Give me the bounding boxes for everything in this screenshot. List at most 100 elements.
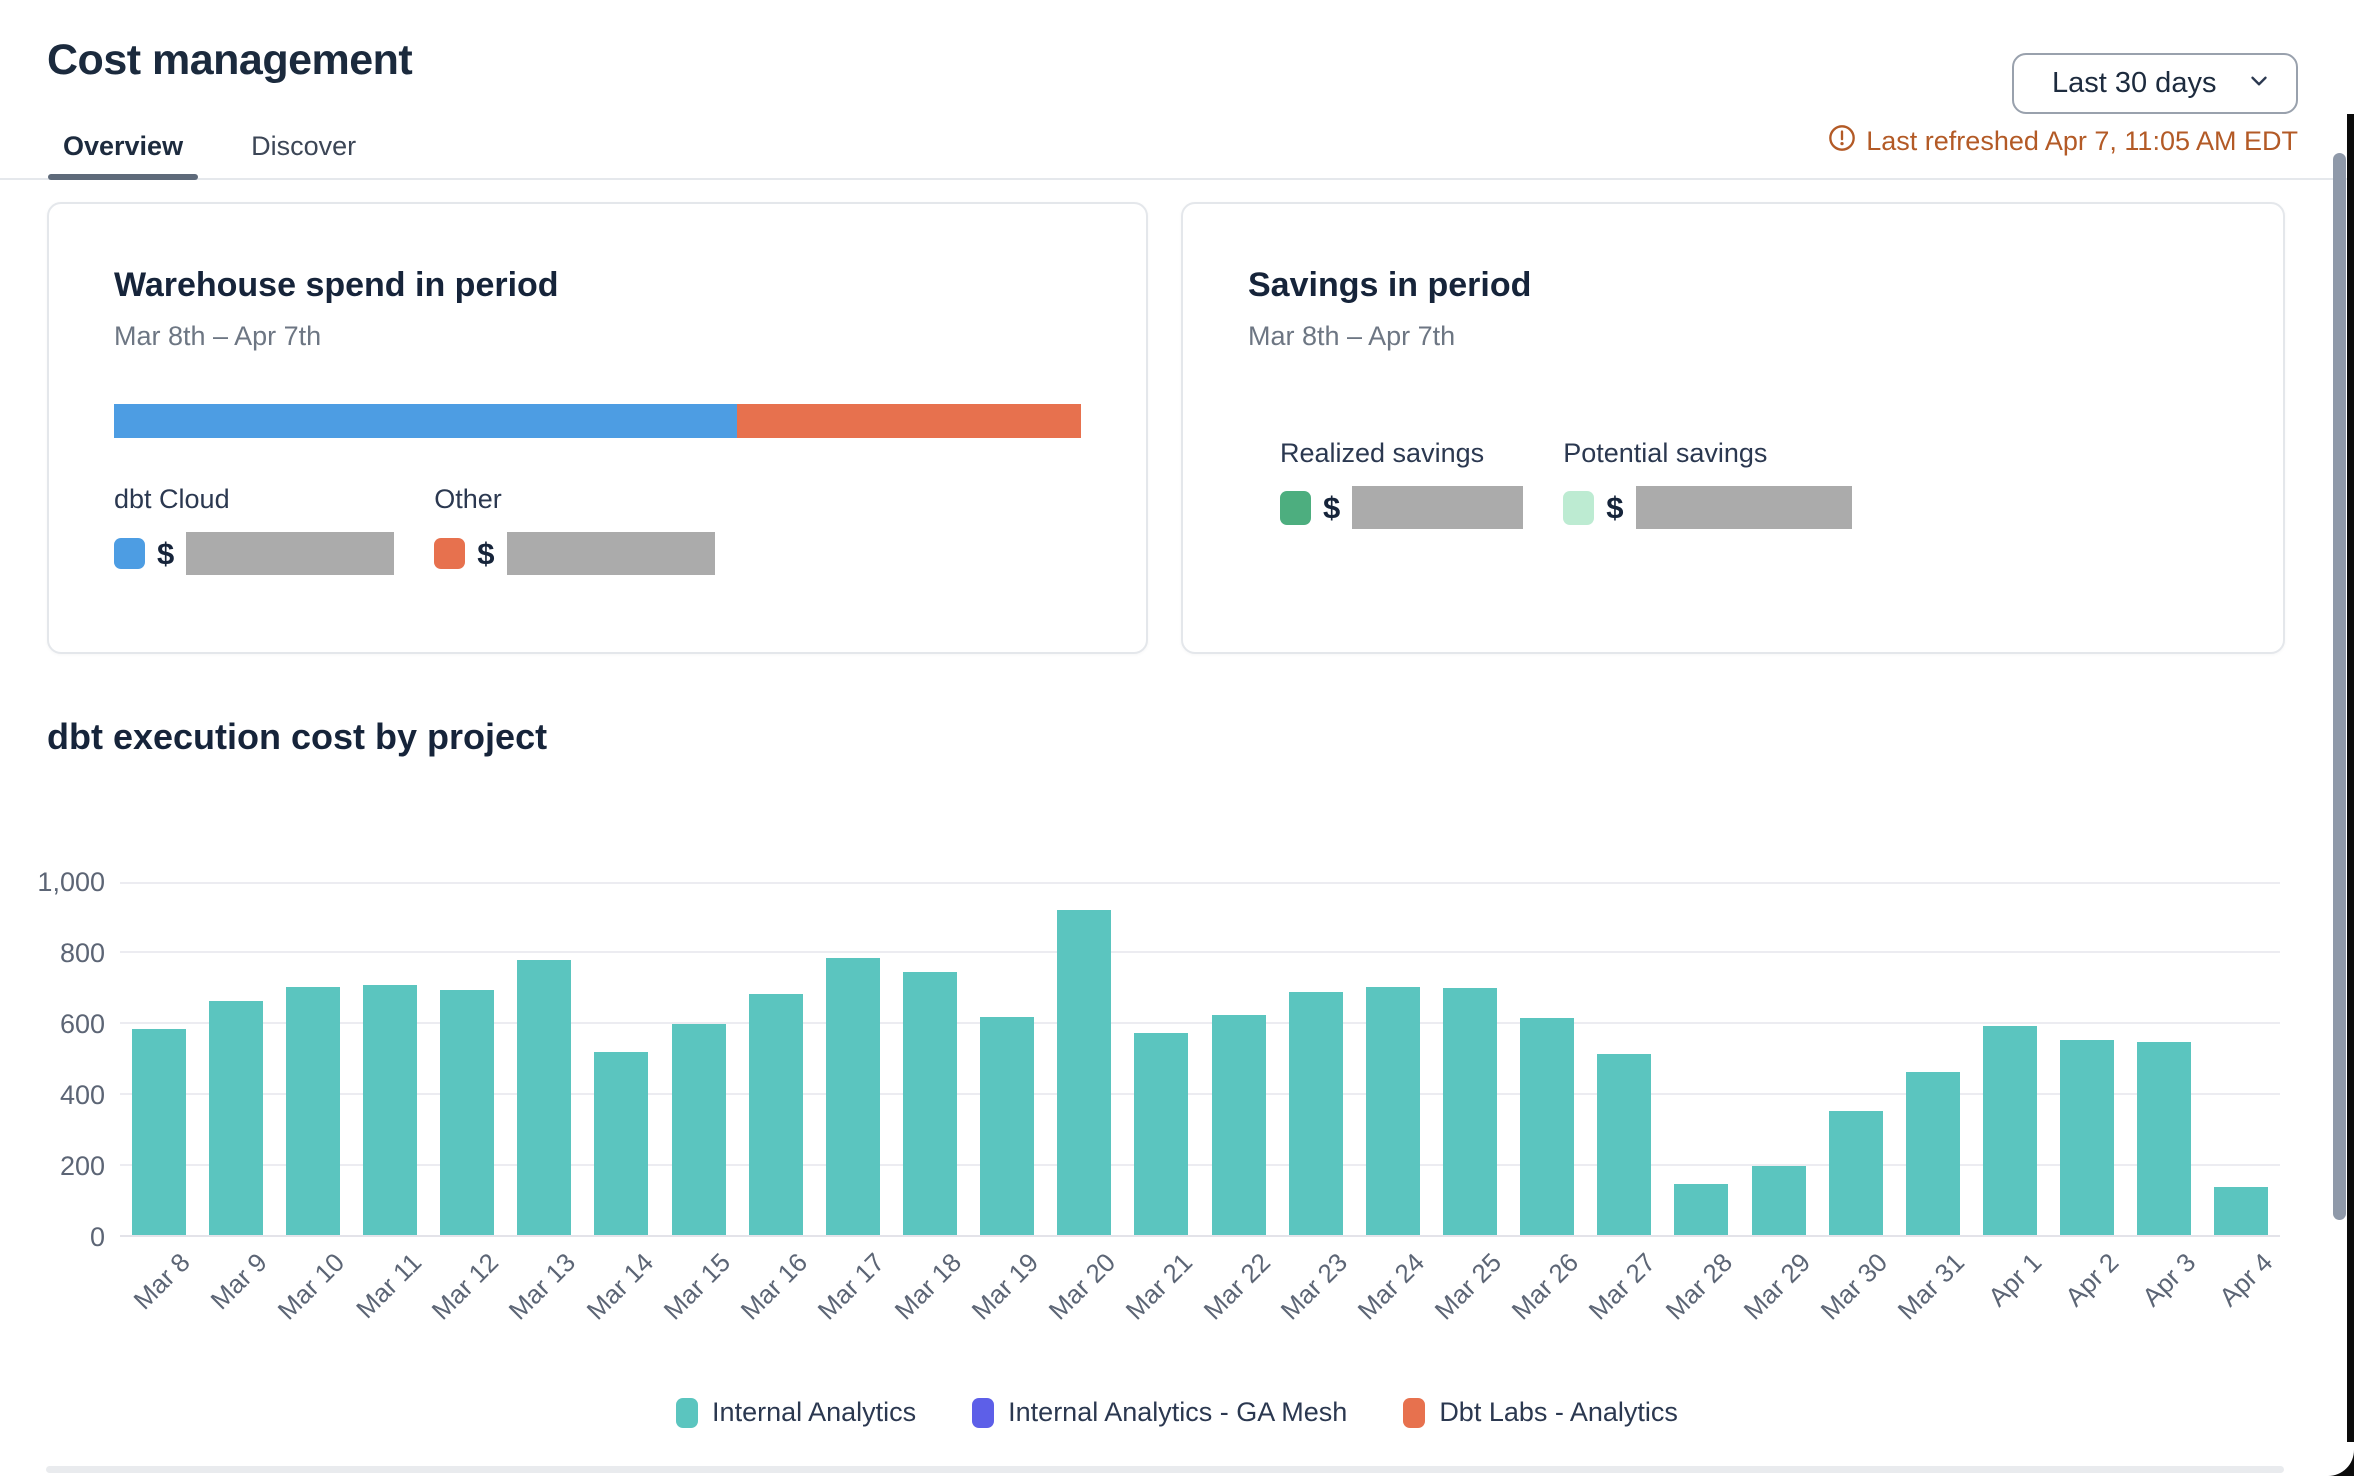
tab-discover[interactable]: Discover <box>251 131 357 161</box>
x-tick-label: Mar 31 <box>1891 1247 1971 1326</box>
bar-mar-27[interactable] <box>1597 1054 1652 1235</box>
chart-bar-slot: Mar 10 <box>272 882 351 1325</box>
bar-mar-8[interactable] <box>131 1029 186 1235</box>
bar-mar-26[interactable] <box>1520 1018 1575 1235</box>
spend-segment-dbt-cloud[interactable] <box>114 404 737 438</box>
page-header: Cost management Last 30 days Last refres… <box>0 0 2354 156</box>
x-tick-label: Mar 26 <box>1505 1247 1585 1326</box>
x-tick-label: Mar 24 <box>1351 1247 1431 1326</box>
legend-swatch <box>1403 1397 1426 1428</box>
chart-bar-slot: Mar 31 <box>1892 882 1971 1325</box>
chart-bar-slot: Mar 26 <box>1506 882 1586 1325</box>
savings-card: Savings in period Mar 8th – Apr 7th Real… <box>1181 202 2285 654</box>
x-tick-label: Mar 11 <box>350 1247 428 1325</box>
bar-apr-3[interactable] <box>2137 1042 2192 1235</box>
chart-bar-slot: Mar 12 <box>426 882 506 1325</box>
bar-mar-22[interactable] <box>1211 1015 1266 1235</box>
chart-bar-slot: Mar 17 <box>812 882 891 1325</box>
window-corner <box>2320 1442 2354 1476</box>
chart-bar-slot: Mar 29 <box>1737 882 1817 1325</box>
bar-mar-25[interactable] <box>1442 988 1497 1235</box>
spend-legend-other: Other $ <box>434 484 715 575</box>
card-title: Warehouse spend in period <box>114 266 559 304</box>
vertical-scrollbar-thumb[interactable] <box>2333 153 2346 1220</box>
bar-mar-31[interactable] <box>1905 1072 1960 1235</box>
bar-mar-30[interactable] <box>1828 1111 1883 1235</box>
currency-symbol: $ <box>477 535 495 571</box>
y-tick-label: 600 <box>59 1009 105 1039</box>
bar-apr-1[interactable] <box>1982 1026 2037 1235</box>
tab-overview[interactable]: Overview <box>48 121 199 180</box>
bar-mar-11[interactable] <box>362 985 417 1235</box>
legend-swatch <box>676 1397 699 1428</box>
window-right-edge <box>2347 114 2354 1476</box>
chart-bar-slot: Mar 24 <box>1352 882 1431 1325</box>
realized-savings-swatch <box>1280 490 1311 525</box>
x-tick-label: Mar 18 <box>888 1247 968 1326</box>
bar-mar-10[interactable] <box>285 987 340 1235</box>
x-tick-label: Mar 16 <box>734 1247 813 1326</box>
bar-mar-20[interactable] <box>1057 910 1112 1235</box>
x-tick-label: Mar 25 <box>1428 1247 1508 1326</box>
bar-mar-24[interactable] <box>1365 987 1420 1235</box>
chart-bar-slot: Mar 18 <box>889 882 968 1325</box>
y-tick-label: 400 <box>59 1080 105 1110</box>
potential-savings: Potential savings $ <box>1563 438 1852 529</box>
x-tick-label: Mar 15 <box>657 1247 736 1326</box>
bar-mar-14[interactable] <box>594 1052 649 1235</box>
legend-item-dbt-labs-analytics[interactable]: Dbt Labs - Analytics <box>1403 1397 1678 1428</box>
x-tick-label: Mar 12 <box>425 1247 505 1326</box>
x-tick-label: Mar 21 <box>1120 1247 1199 1326</box>
bar-mar-21[interactable] <box>1134 1033 1189 1235</box>
chart-bar-slot: Apr 3 <box>2126 882 2203 1312</box>
spend-legend-dbt-cloud: dbt Cloud $ <box>114 484 395 575</box>
chart-bar-slot: Mar 19 <box>966 882 1046 1325</box>
bar-chart: 1,000 800 600 400 200 0 Mar 8 Mar 9 Mar 10 Mar 1… <box>0 868 2354 1325</box>
alert-circle-icon <box>1828 124 1856 159</box>
bar-mar-29[interactable] <box>1751 1166 1806 1235</box>
summary-cards-row: Warehouse spend in period Mar 8th – Apr … <box>47 202 2354 654</box>
chart-bar-slot: Mar 9 <box>197 882 274 1315</box>
bar-mar-16[interactable] <box>748 994 803 1235</box>
last-refreshed-status: Last refreshed Apr 7, 11:05 AM EDT <box>1828 124 2298 159</box>
execution-cost-chart-section: dbt execution cost by project 1,000 800 60… <box>0 716 2354 1428</box>
card-title: Savings in period <box>1248 266 1532 304</box>
x-tick-label: Mar 10 <box>271 1247 351 1326</box>
bar-mar-18[interactable] <box>902 972 957 1235</box>
x-tick-label: Mar 28 <box>1660 1247 1739 1326</box>
chart-bar-slot: Mar 20 <box>1043 882 1123 1325</box>
bar-mar-19[interactable] <box>980 1017 1035 1235</box>
chart-bar-slot: Mar 14 <box>580 882 660 1325</box>
bar-mar-13[interactable] <box>517 960 572 1235</box>
horizontal-scrollbar-track[interactable] <box>46 1466 2284 1473</box>
period-dropdown[interactable]: Last 30 days <box>2012 53 2298 114</box>
x-tick-label: Mar 14 <box>580 1247 659 1326</box>
x-tick-label: Mar 8 <box>127 1247 196 1316</box>
bar-mar-15[interactable] <box>671 1024 726 1235</box>
y-tick-label: 0 <box>89 1222 105 1252</box>
bar-mar-17[interactable] <box>825 958 880 1235</box>
bar-apr-4[interactable] <box>2214 1187 2269 1235</box>
x-tick-label: Mar 13 <box>503 1247 582 1326</box>
legend-label: Internal Analytics - GA Mesh <box>1008 1397 1348 1427</box>
chart-bar-slot: Mar 30 <box>1814 882 1894 1325</box>
x-tick-label: Mar 19 <box>965 1247 1045 1326</box>
bar-mar-12[interactable] <box>440 990 495 1235</box>
x-tick-label: Apr 1 <box>1982 1247 2048 1313</box>
x-tick-label: Mar 23 <box>1274 1247 1353 1326</box>
bar-mar-9[interactable] <box>208 1001 263 1235</box>
page-title: Cost management <box>47 36 413 84</box>
redacted-value <box>506 532 715 575</box>
bar-mar-23[interactable] <box>1288 992 1343 1235</box>
spend-segment-other[interactable] <box>736 404 1081 438</box>
chevron-down-icon <box>2246 68 2272 99</box>
dbt-cloud-swatch <box>114 538 145 569</box>
chart-bar-slot: Mar 22 <box>1197 882 1277 1325</box>
bar-apr-2[interactable] <box>2060 1040 2115 1235</box>
legend-item-internal-analytics[interactable]: Internal Analytics <box>676 1397 916 1428</box>
bar-mar-28[interactable] <box>1674 1184 1729 1235</box>
chart-bar-slot: Mar 13 <box>503 882 583 1325</box>
chart-bar-slot: Apr 4 <box>2203 882 2280 1312</box>
legend-item-internal-analytics-ga-mesh[interactable]: Internal Analytics - GA Mesh <box>972 1397 1347 1428</box>
